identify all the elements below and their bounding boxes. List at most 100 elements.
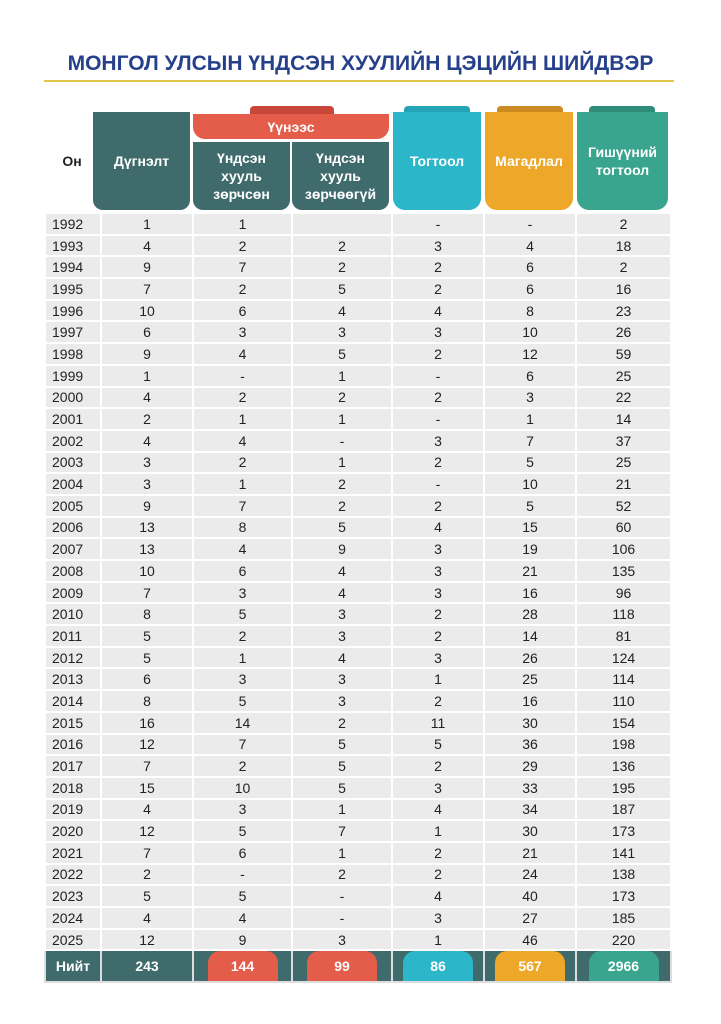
year-cell: 1992 <box>44 212 102 236</box>
value-cell: 29 <box>483 754 577 778</box>
value-cell: 81 <box>575 624 672 648</box>
value-cell: 10 <box>192 775 293 800</box>
table-row: 2020 12 5 7 1 30 173 <box>44 819 672 843</box>
value-cell: 30 <box>483 819 577 843</box>
decisions-table: 1992 1 1- -2 1993 4 2 2 3 4 18 1994 9 7 2 2 6 2 1995 7 2 5 2 6 1… <box>44 212 672 984</box>
value-cell: 124 <box>575 645 672 670</box>
value-cell: 6 <box>192 298 293 323</box>
value-cell: 16 <box>575 277 672 301</box>
value-cell: 6 <box>483 255 577 280</box>
value-cell: 4 <box>291 559 393 583</box>
table-row: 2002 4 4-3 7 37 <box>44 428 672 453</box>
value-cell: 4 <box>192 342 293 366</box>
value-cell: 3 <box>391 428 485 453</box>
value-cell: 3 <box>391 233 485 258</box>
total-gishuun: 2966 <box>588 951 659 982</box>
value-cell: 118 <box>575 602 672 627</box>
value-cell: 3 <box>391 537 485 561</box>
value-cell: 26 <box>575 320 672 345</box>
value-cell: 13 <box>100 515 194 540</box>
value-cell: 7 <box>100 754 194 778</box>
value-cell: 21 <box>483 840 577 865</box>
value-cell: - <box>391 212 485 236</box>
value-cell: 60 <box>575 515 672 540</box>
value-cell: 2 <box>291 255 393 280</box>
header-year: Он <box>62 153 82 169</box>
value-cell: 135 <box>575 559 672 583</box>
table-row: 2004 3 1 2-10 21 <box>44 472 672 496</box>
year-cell: 2003 <box>44 450 102 475</box>
value-cell: 7 <box>192 493 293 518</box>
value-cell: 2 <box>391 754 485 778</box>
value-cell: 1 <box>192 407 293 431</box>
header-magadlal: Магадлал <box>485 112 573 210</box>
value-cell: 2 <box>391 450 485 475</box>
value-cell: 2 <box>391 493 485 518</box>
value-cell: 2 <box>100 862 194 887</box>
value-cell: 1 <box>192 472 293 496</box>
value-cell: 3 <box>391 906 485 930</box>
value-cell <box>291 212 393 236</box>
value-cell: 12 <box>483 342 577 366</box>
year-cell: 2006 <box>44 515 102 540</box>
value-cell: 16 <box>483 580 577 605</box>
value-cell: 7 <box>100 840 194 865</box>
table-row: 2003 3 2 1 2 5 25 <box>44 450 672 475</box>
value-cell: 8 <box>192 515 293 540</box>
value-cell: 15 <box>100 775 194 800</box>
value-cell: 6 <box>100 320 194 345</box>
value-cell: 4 <box>100 385 194 410</box>
value-cell: 5 <box>291 754 393 778</box>
value-cell: 2 <box>391 342 485 366</box>
value-cell: 3 <box>391 580 485 605</box>
year-cell: 2022 <box>44 862 102 887</box>
value-cell: 14 <box>192 710 293 735</box>
total-row: Нийт 243 144 99 86 567 2966 <box>44 949 672 984</box>
value-cell: 114 <box>575 667 672 692</box>
year-cell: 2005 <box>44 493 102 518</box>
value-cell: 5 <box>483 493 577 518</box>
total-label: Нийт <box>44 949 102 984</box>
year-cell: 2015 <box>44 710 102 735</box>
value-cell: 14 <box>483 624 577 648</box>
value-cell: 2 <box>391 862 485 887</box>
year-cell: 2004 <box>44 472 102 496</box>
value-cell: 2 <box>192 754 293 778</box>
table-row: 1997 6 3 3 3 10 26 <box>44 320 672 345</box>
year-cell: 1993 <box>44 233 102 258</box>
value-cell: 2 <box>192 277 293 301</box>
table-row: 2005 9 7 2 2 5 52 <box>44 493 672 518</box>
value-cell: 19 <box>483 537 577 561</box>
total-togtool: 86 <box>403 951 473 982</box>
value-cell: 1 <box>483 407 577 431</box>
table-row: 2018 15 10 5 3 33 195 <box>44 775 672 800</box>
value-cell: 3 <box>291 624 393 648</box>
year-cell: 2018 <box>44 775 102 800</box>
year-cell: 2000 <box>44 385 102 410</box>
value-cell: 1 <box>391 927 485 952</box>
value-cell: 4 <box>291 298 393 323</box>
value-cell: 12 <box>100 819 194 843</box>
value-cell: 1 <box>391 667 485 692</box>
value-cell: 195 <box>575 775 672 800</box>
value-cell: 10 <box>483 472 577 496</box>
year-cell: 2008 <box>44 559 102 583</box>
value-cell: - <box>391 407 485 431</box>
value-cell: 16 <box>483 689 577 713</box>
value-cell: 7 <box>192 732 293 757</box>
table-row: 1993 4 2 2 3 4 18 <box>44 233 672 258</box>
value-cell: 25 <box>483 667 577 692</box>
title-divider <box>44 80 674 82</box>
header-zorchoogui: Үндсэн хууль зөрчөөгүй <box>292 142 389 210</box>
table-row: 2010 8 5 3 2 28 118 <box>44 602 672 627</box>
value-cell: 40 <box>483 884 577 908</box>
value-cell: 3 <box>483 385 577 410</box>
value-cell: 10 <box>100 298 194 323</box>
value-cell: 4 <box>291 580 393 605</box>
value-cell: 22 <box>575 385 672 410</box>
value-cell: 13 <box>100 537 194 561</box>
value-cell: - <box>291 428 393 453</box>
value-cell: 110 <box>575 689 672 713</box>
header-tab <box>404 106 470 114</box>
value-cell: 5 <box>192 602 293 627</box>
